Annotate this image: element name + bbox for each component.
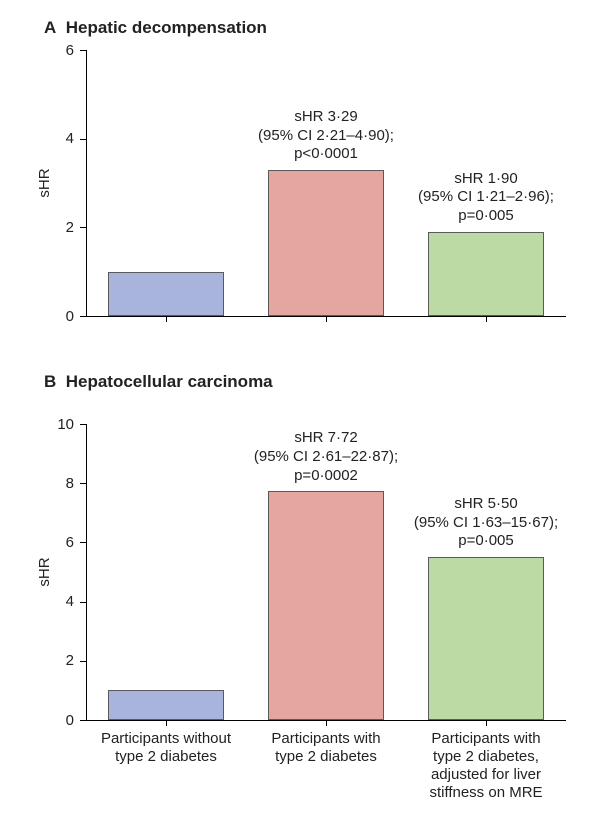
- panel-A-bar: [428, 232, 543, 316]
- panel-A-xtick: [486, 316, 487, 322]
- panel-B-xtick: [326, 720, 327, 726]
- panel-A-ytick: [80, 316, 86, 317]
- panel-B-ytick: [80, 542, 86, 543]
- panel-A-xtick: [166, 316, 167, 322]
- panel-B-y-axis: [86, 424, 87, 720]
- panel-A-xtick: [326, 316, 327, 322]
- panel-A-ytick: [80, 139, 86, 140]
- panel-A-bar-annot: sHR 3·29 (95% CI 2·21–4·90); p<0·0001: [242, 108, 410, 164]
- panel-B-ytick-label: 0: [42, 712, 74, 729]
- panel-B-xtick: [486, 720, 487, 726]
- panel-B-title: B Hepatocellular carcinoma: [44, 372, 273, 392]
- panel-B-bar: [268, 491, 383, 720]
- panel-A-ytick-label: 6: [42, 42, 74, 59]
- panel-B-xtick: [166, 720, 167, 726]
- panel-B-ytick-label: 10: [42, 416, 74, 433]
- panel-B-ytick: [80, 661, 86, 662]
- x-category-label: Participants with type 2 diabetes: [248, 730, 405, 766]
- panel-B-bar: [428, 557, 543, 720]
- panel-B-ytick-label: 2: [42, 652, 74, 669]
- panel-A-bar: [108, 272, 223, 316]
- panel-B-ytick: [80, 424, 86, 425]
- panel-A-ytick: [80, 50, 86, 51]
- panel-A-ylabel: sHR: [36, 143, 53, 223]
- figure-root: A Hepatic decompensation0246sHRsHR 3·29 …: [0, 0, 598, 820]
- panel-A-bar-annot: sHR 1·90 (95% CI 1·21–2·96); p=0·005: [402, 170, 570, 226]
- panel-B-ytick: [80, 602, 86, 603]
- panel-B-bar: [108, 690, 223, 720]
- panel-B-bar-annot: sHR 5·50 (95% CI 1·63–15·67); p=0·005: [402, 495, 570, 551]
- panel-B-ylabel: sHR: [36, 532, 53, 612]
- panel-A-ytick: [80, 227, 86, 228]
- panel-B-ytick-label: 8: [42, 475, 74, 492]
- panel-B-bar-annot: sHR 7·72 (95% CI 2·61–22·87); p=0·0002: [242, 429, 410, 485]
- panel-A-ytick-label: 0: [42, 308, 74, 325]
- panel-B-ytick: [80, 720, 86, 721]
- panel-A-title: A Hepatic decompensation: [44, 18, 267, 38]
- panel-B-ytick: [80, 483, 86, 484]
- x-category-label: Participants with type 2 diabetes, adjus…: [408, 730, 565, 802]
- x-category-label: Participants without type 2 diabetes: [88, 730, 245, 766]
- panel-A-bar: [268, 170, 383, 316]
- panel-A-y-axis: [86, 50, 87, 316]
